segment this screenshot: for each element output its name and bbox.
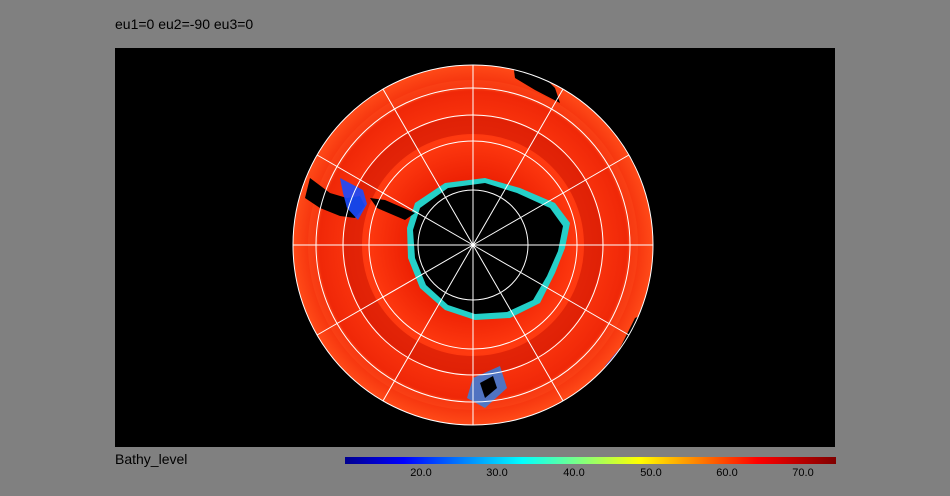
- variable-label: Bathy_level: [115, 451, 188, 467]
- colorbar-tick: 50.0: [640, 467, 662, 479]
- meridian-line: [316, 244, 474, 336]
- colorbar-tick: 70.0: [792, 467, 814, 479]
- antarctica-land: [413, 183, 563, 314]
- antarctic-peninsula: [370, 198, 415, 220]
- meridian-line: [472, 244, 630, 336]
- colorbar: [345, 457, 836, 464]
- meridian-line: [382, 88, 474, 246]
- map-panel[interactable]: [115, 48, 835, 447]
- colorbar-tick: 20.0: [410, 467, 432, 479]
- colorbar-tick: 60.0: [716, 467, 738, 479]
- graticule: [292, 64, 654, 426]
- meridian-line: [472, 154, 630, 246]
- colorbar-tick: 40.0: [563, 467, 585, 479]
- meridian-line: [382, 244, 474, 402]
- meridian-lines: [293, 65, 653, 425]
- meridian-line: [472, 88, 564, 246]
- polar-map: [292, 64, 654, 426]
- new-zealand-land: [480, 376, 497, 398]
- meridian-line: [472, 244, 564, 402]
- colorbar-tick: 30.0: [486, 467, 508, 479]
- meridian-line: [316, 154, 474, 246]
- plot-title: eu1=0 eu2=-90 eu3=0: [115, 16, 254, 32]
- south-america-shelf: [340, 178, 367, 220]
